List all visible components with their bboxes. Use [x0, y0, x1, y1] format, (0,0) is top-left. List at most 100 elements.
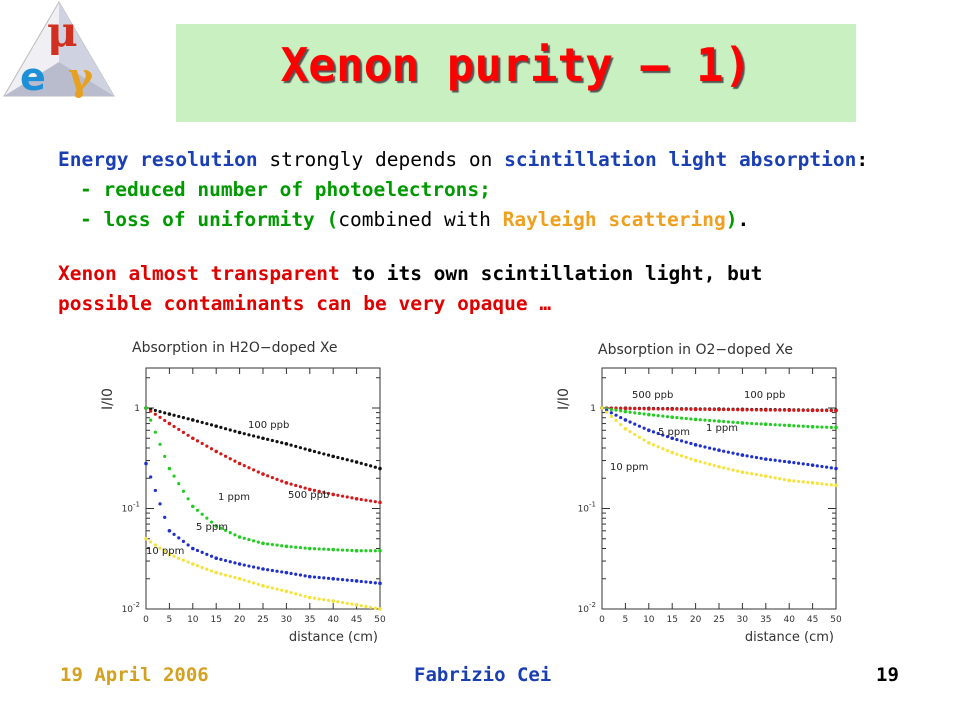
- data-point-interp: [340, 457, 345, 461]
- data-point-interp: [228, 428, 232, 432]
- data-point-interp: [726, 467, 730, 471]
- data-point-interp: [684, 416, 688, 421]
- data-point-interp: [759, 456, 763, 460]
- data-point-interp: [223, 427, 228, 431]
- series-label: 1 ppm: [218, 492, 250, 503]
- data-point: [308, 595, 312, 600]
- h2o-absorption-chart: Absorption in H2O−doped Xe I/I0 0 5 10 15 20 25…: [98, 338, 388, 650]
- data-point: [308, 448, 312, 453]
- x-tick-label: 15: [210, 615, 221, 625]
- data-point-interp: [684, 455, 688, 459]
- data-point: [670, 407, 674, 411]
- data-point-interp: [163, 454, 167, 459]
- data-point-interp: [712, 463, 716, 468]
- line-3: - loss of uniformity (combined with Rayl…: [58, 205, 938, 235]
- data-point-interp: [815, 464, 819, 468]
- footer-author: Fabrizio Cei: [414, 664, 552, 686]
- data-point: [354, 460, 359, 464]
- data-point-interp: [303, 574, 307, 578]
- data-point: [284, 442, 289, 446]
- plot-frame: [145, 367, 381, 610]
- data-point-interp: [637, 411, 642, 415]
- data-point-interp: [642, 412, 646, 416]
- x-tick-label: 0: [599, 615, 605, 625]
- data-point-interp: [252, 539, 256, 543]
- data-point-interp: [806, 480, 810, 484]
- data-point-interp: [628, 420, 632, 424]
- data-point-interp: [750, 408, 754, 412]
- data-point-interp: [350, 496, 354, 500]
- chart-title: Absorption in O2−doped Xe: [598, 342, 793, 358]
- x-axis-label: distance (cm): [745, 630, 834, 645]
- data-point-interp: [675, 452, 679, 456]
- data-point: [740, 421, 745, 425]
- data-point-interp: [312, 575, 317, 579]
- data-point-interp: [153, 488, 157, 493]
- data-point: [167, 528, 172, 533]
- line-1: Energy resolution strongly depends on sc…: [58, 145, 938, 175]
- data-point-interp: [637, 435, 642, 439]
- data-point-interp: [689, 407, 693, 411]
- data-point-interp: [679, 407, 684, 411]
- data-point-interp: [303, 546, 307, 550]
- data-point-interp: [829, 425, 833, 429]
- data-point-interp: [628, 430, 632, 434]
- data-point-interp: [768, 408, 773, 412]
- meg-logo: μ e γ: [0, 0, 118, 100]
- data-point: [717, 407, 721, 412]
- data-point-interp: [637, 424, 642, 428]
- data-point-interp: [722, 466, 726, 470]
- data-point-interp: [158, 502, 162, 506]
- data-point-interp: [619, 423, 623, 427]
- data-point-interp: [708, 418, 712, 423]
- data-point-interp: [340, 548, 345, 552]
- data-point-interp: [796, 408, 801, 412]
- data-point-interp: [153, 408, 157, 413]
- data-point-interp: [195, 548, 200, 553]
- data-point-interp: [373, 549, 377, 553]
- x-tick-label: 20: [234, 615, 246, 625]
- data-point-interp: [298, 593, 303, 597]
- data-point-interp: [633, 422, 637, 426]
- data-point-interp: [778, 408, 782, 412]
- data-point-interp: [256, 540, 260, 544]
- data-point-interp: [750, 472, 754, 476]
- data-point-interp: [298, 485, 303, 489]
- data-point-interp: [633, 407, 637, 411]
- data-point-interp: [200, 565, 204, 570]
- colon-text: :: [856, 148, 869, 171]
- series-label: 5 ppm: [196, 522, 228, 533]
- own-light-text: to its own scintillation light, but: [339, 262, 763, 285]
- data-point-interp: [745, 421, 749, 425]
- data-point-interp: [158, 442, 162, 446]
- data-point-interp: [177, 427, 181, 432]
- data-point-interp: [801, 480, 805, 484]
- series-label: 500 ppb: [288, 490, 329, 501]
- data-point-interp: [820, 408, 824, 413]
- data-point-interp: [247, 564, 251, 568]
- data-point: [623, 406, 628, 411]
- data-point: [740, 453, 745, 457]
- data-point-interp: [731, 451, 735, 455]
- data-point-interp: [364, 549, 368, 553]
- data-point-interp: [294, 444, 298, 448]
- data-point: [354, 603, 359, 607]
- data-point-interp: [359, 461, 363, 465]
- data-point-interp: [223, 454, 228, 458]
- data-point-interp: [684, 440, 688, 444]
- data-point-interp: [679, 416, 684, 420]
- data-point-interp: [326, 547, 331, 551]
- data-point-interp: [163, 411, 167, 415]
- data-point: [834, 483, 838, 488]
- data-point: [378, 500, 382, 505]
- data-point-interp: [806, 462, 810, 467]
- x-tick-label: 30: [281, 615, 293, 625]
- data-point-interp: [698, 407, 702, 411]
- data-point: [693, 458, 698, 463]
- data-point-interp: [722, 407, 726, 412]
- data-point-interp: [773, 408, 777, 412]
- data-point-interp: [242, 536, 246, 540]
- data-point-interp: [298, 446, 303, 450]
- data-point-interp: [665, 407, 670, 411]
- data-point-interp: [369, 605, 373, 609]
